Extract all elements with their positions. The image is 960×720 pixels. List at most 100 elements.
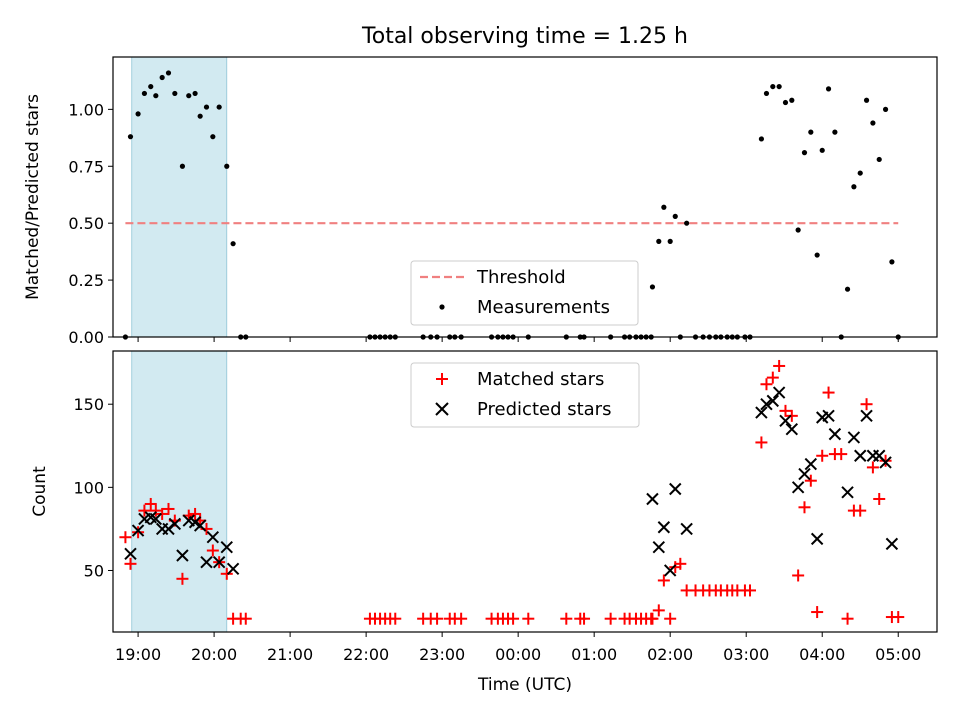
predicted-star-marker xyxy=(885,537,899,551)
matched-star-marker xyxy=(560,612,573,625)
measurement-point xyxy=(789,97,795,103)
predicted-star-marker xyxy=(124,547,137,561)
matched-star-marker xyxy=(156,507,169,520)
predicted-star-marker xyxy=(804,457,818,471)
measurement-point xyxy=(684,220,690,226)
matched-legend-label: Matched stars xyxy=(477,369,604,390)
measurement-point xyxy=(770,83,776,90)
measurement-point xyxy=(870,120,876,126)
matched-star-marker xyxy=(664,612,677,625)
matched-star-marker xyxy=(744,584,757,597)
top-axes-frame xyxy=(112,56,938,338)
predicted-legend-label: Predicted stars xyxy=(477,399,611,420)
matched-star-marker xyxy=(860,398,873,411)
matched-star-marker xyxy=(220,567,233,580)
predicted-star-marker xyxy=(785,422,799,436)
predicted-star-marker xyxy=(646,492,659,506)
measurement-point xyxy=(782,99,789,106)
x-tick-label: 02:00 xyxy=(647,645,693,664)
predicted-star-marker xyxy=(193,519,207,532)
matched-star-marker xyxy=(866,461,879,474)
predicted-star-marker xyxy=(822,409,835,423)
top-y-ticks: 0.00 0.25 0.50 0.75 1.00 xyxy=(68,100,113,347)
x-tick-label: 03:00 xyxy=(723,645,769,664)
predicted-star-marker xyxy=(669,482,682,496)
measurement-point xyxy=(127,134,134,140)
matched-star-marker xyxy=(162,502,175,515)
measurement-point xyxy=(210,134,216,140)
x-tick-label: 23:00 xyxy=(419,645,465,664)
measurement-point xyxy=(763,90,770,97)
y-tick-label: 50 xyxy=(84,561,104,580)
y-tick-label: 100 xyxy=(73,478,104,497)
matched-star-marker xyxy=(785,409,798,422)
y-tick-label: 0.25 xyxy=(68,271,104,290)
top-x-ticks xyxy=(137,337,899,342)
predicted-star-marker xyxy=(766,394,780,408)
matched-star-marker xyxy=(841,612,854,625)
x-tick-label: 01:00 xyxy=(571,645,617,664)
predicted-star-marker xyxy=(791,481,805,494)
matched-legend-swatch xyxy=(436,373,448,385)
top-legend: Threshold Measurements xyxy=(410,260,639,326)
measurement-point xyxy=(656,238,662,244)
predicted-star-marker xyxy=(779,414,792,428)
measurement-point xyxy=(857,170,863,176)
predicted-star-marker xyxy=(841,486,854,499)
predicted-star-marker xyxy=(652,540,665,554)
measurement-point xyxy=(203,104,210,110)
predicted-star-marker xyxy=(200,555,213,569)
predicted-star-marker xyxy=(860,409,873,423)
matched-star-marker xyxy=(657,574,670,587)
threshold-legend-label: Threshold xyxy=(476,267,566,288)
matched-star-marker xyxy=(132,526,145,539)
top-y-axis-label: Matched/Predicted stars xyxy=(23,94,43,300)
matched-star-marker xyxy=(892,611,905,624)
predicted-star-marker xyxy=(663,564,677,577)
measurement-point xyxy=(159,74,165,81)
measurement-point xyxy=(649,284,656,290)
measurement-point xyxy=(148,83,154,90)
matched-star-marker xyxy=(144,497,157,510)
x-tick-label: 05:00 xyxy=(875,645,921,664)
matched-star-marker xyxy=(779,404,792,417)
matched-star-marker xyxy=(507,612,520,625)
bottom-legend-box xyxy=(410,362,640,428)
matched-star-marker xyxy=(431,612,444,625)
predicted-star-marker xyxy=(828,427,842,441)
bottom-legend: Matched stars Predicted stars xyxy=(410,362,640,428)
predicted-star-marker xyxy=(206,531,220,544)
measurement-point xyxy=(851,184,857,190)
measurement-point xyxy=(758,136,765,142)
measurement-point xyxy=(795,227,801,233)
matched-star-marker xyxy=(455,612,468,625)
count-points xyxy=(119,359,905,625)
y-tick-label: 0.75 xyxy=(68,157,104,176)
measurement-point xyxy=(876,156,882,163)
predicted-star-marker xyxy=(149,512,163,526)
predicted-star-marker xyxy=(772,386,786,399)
x-tick-label: 21:00 xyxy=(267,645,313,664)
bottom-axes-frame xyxy=(112,350,938,633)
x-tick-label: 20:00 xyxy=(191,645,237,664)
matched-star-marker xyxy=(811,606,824,619)
predicted-star-marker xyxy=(226,562,240,576)
measurement-point xyxy=(832,129,838,135)
top-panel: 0.00 0.25 0.50 0.75 1.00 Matched/Predicted s… xyxy=(23,56,938,347)
y-tick-label: 0.50 xyxy=(68,214,104,233)
matched-star-marker xyxy=(822,386,835,399)
matched-star-marker xyxy=(835,448,848,461)
matched-star-marker xyxy=(149,504,162,517)
matched-star-marker xyxy=(389,612,402,625)
matched-star-marker xyxy=(124,557,137,570)
matched-star-marker xyxy=(879,454,892,467)
measurement-point xyxy=(216,104,222,110)
matched-star-marker xyxy=(646,612,659,625)
predicted-star-marker xyxy=(755,406,768,419)
matched-star-marker xyxy=(604,612,617,625)
x-tick-label: 19:00 xyxy=(115,645,161,664)
matched-star-marker xyxy=(773,359,786,372)
predicted-legend-swatch xyxy=(435,402,449,416)
measurement-point xyxy=(819,147,825,153)
